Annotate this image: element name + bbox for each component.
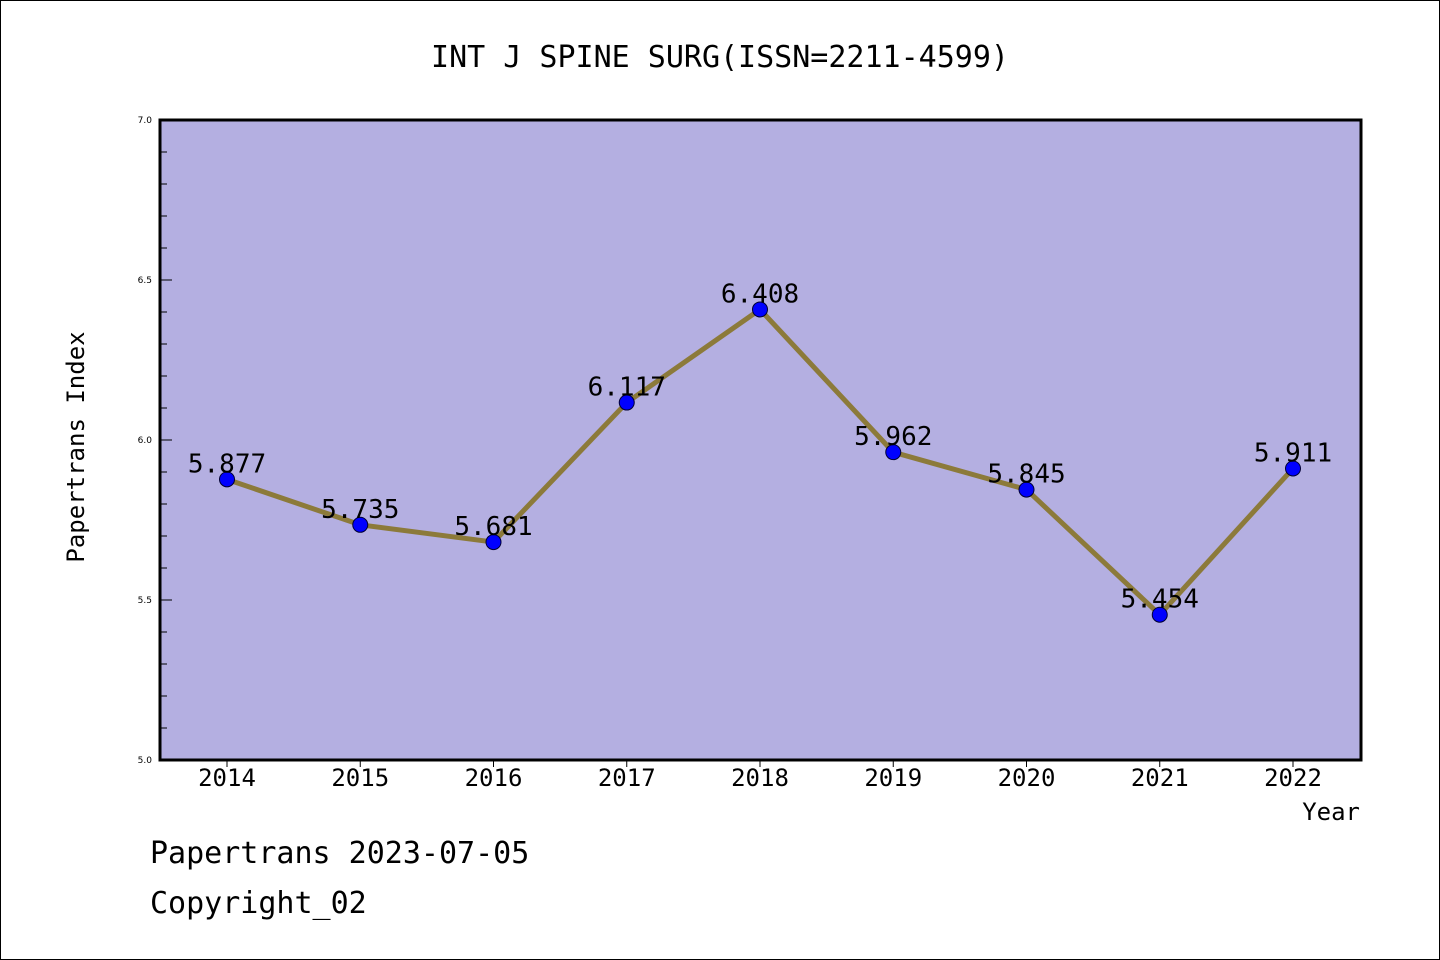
y-tick-label: 7.0 <box>138 116 153 126</box>
y-axis-title: Papertrans Index <box>62 331 90 562</box>
data-point <box>485 534 502 551</box>
y-tick-label: 5.5 <box>138 596 152 606</box>
data-point <box>885 444 902 461</box>
x-tick-label: 2015 <box>331 764 389 792</box>
x-tick-label: 2016 <box>465 764 523 792</box>
data-point <box>219 471 235 488</box>
x-tick-label: 2019 <box>864 764 922 792</box>
x-tick-label: 2014 <box>198 764 256 792</box>
x-tick-label: 2022 <box>1264 764 1322 792</box>
data-label: 5.454 <box>1121 585 1199 615</box>
x-tick-label: 2021 <box>1131 764 1189 792</box>
axis-ticks <box>160 119 1294 767</box>
data-markers <box>219 301 1301 623</box>
footer-date: Papertrans 2023-07-05 <box>150 836 530 871</box>
y-tick-label: 6.0 <box>138 436 153 446</box>
y-tick-labels: 5.0 5.5 6.0 6.5 7.0 <box>138 116 153 766</box>
data-label: 6.408 <box>721 279 799 309</box>
data-labels: 5.877 5.735 5.681 6.117 6.408 5.962 5.845 5.454… <box>188 279 1332 614</box>
x-tick-label: 2017 <box>598 764 656 792</box>
data-label: 5.962 <box>854 422 932 452</box>
chart-title: INT J SPINE SURG(ISSN=2211-4599) <box>431 40 1009 75</box>
data-label: 6.117 <box>588 373 666 403</box>
x-tick-labels: 2014 2015 2016 2017 2018 2019 2020 2021 2022 <box>198 764 1322 792</box>
footer-copyright: Copyright_02 <box>150 886 367 921</box>
data-point <box>1018 481 1035 498</box>
plot-area <box>158 118 1363 762</box>
data-point <box>752 301 768 318</box>
data-point <box>1285 460 1301 477</box>
data-label: 5.735 <box>321 495 399 525</box>
x-tick-label: 2020 <box>998 764 1056 792</box>
x-axis-title: Year <box>1302 798 1360 826</box>
data-label: 5.877 <box>188 449 266 479</box>
x-tick-label: 2018 <box>731 764 789 792</box>
y-tick-label: 6.5 <box>138 276 152 286</box>
data-label: 5.681 <box>454 512 532 542</box>
data-point <box>1151 606 1168 623</box>
data-label: 5.845 <box>987 460 1065 490</box>
data-point <box>352 516 369 533</box>
y-tick-label: 5.0 <box>138 756 153 766</box>
data-label: 5.911 <box>1254 438 1332 468</box>
data-point <box>618 394 635 411</box>
